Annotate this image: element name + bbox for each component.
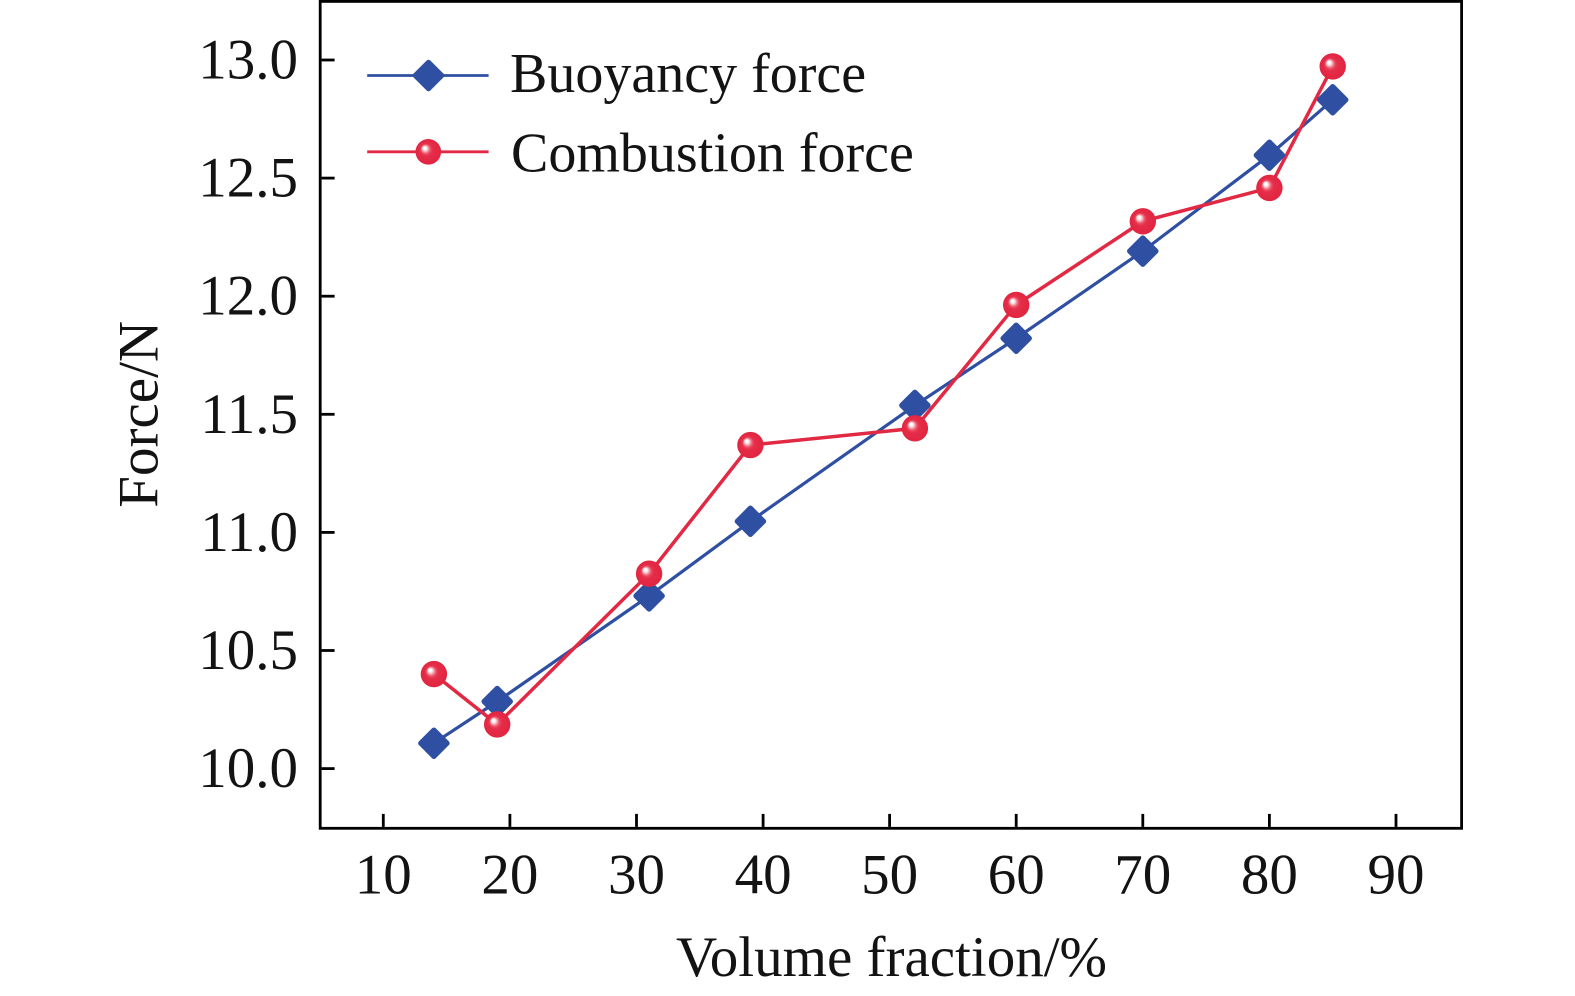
svg-text:13.0: 13.0 (198, 29, 298, 92)
svg-text:12.5: 12.5 (198, 147, 298, 210)
svg-text:30: 30 (608, 844, 665, 907)
svg-text:12.0: 12.0 (198, 265, 298, 328)
svg-text:80: 80 (1241, 844, 1298, 907)
svg-text:40: 40 (735, 844, 792, 907)
svg-text:70: 70 (1114, 844, 1171, 907)
svg-text:11.0: 11.0 (200, 501, 298, 564)
svg-text:Volume fraction/%: Volume fraction/% (676, 926, 1107, 989)
svg-text:20: 20 (481, 844, 538, 907)
svg-text:10: 10 (355, 844, 412, 907)
svg-text:Combustion force: Combustion force (511, 122, 914, 184)
svg-text:50: 50 (861, 844, 918, 907)
svg-text:60: 60 (988, 844, 1045, 907)
svg-text:10.5: 10.5 (198, 619, 298, 682)
svg-text:Force/N: Force/N (108, 321, 171, 508)
svg-text:11.5: 11.5 (200, 383, 298, 446)
svg-text:Buoyancy force: Buoyancy force (510, 43, 866, 105)
svg-text:90: 90 (1368, 844, 1425, 907)
svg-text:10.0: 10.0 (198, 737, 298, 800)
